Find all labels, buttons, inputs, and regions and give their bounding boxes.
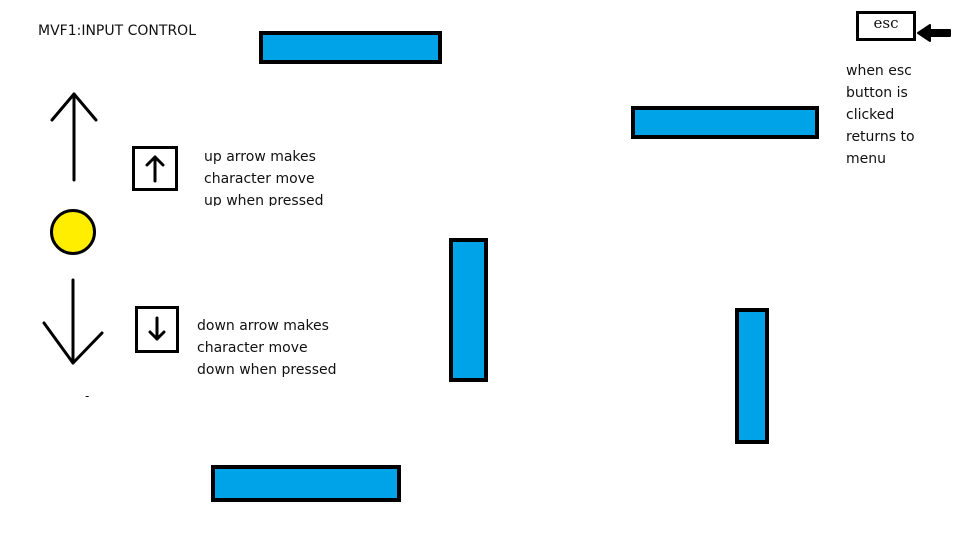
down-description-line: down arrow makes: [197, 318, 329, 334]
esc-description-line: when esc: [846, 63, 912, 79]
platform-upper-right: [631, 106, 819, 139]
arrow-down-icon: [148, 316, 166, 341]
move-up-arrow-icon: [50, 92, 98, 182]
esc-description-line: clicked: [846, 107, 895, 123]
down-arrow-description: down arrow makes character move down whe…: [197, 315, 337, 381]
up-description-line: up arrow makes: [204, 149, 316, 165]
pointer-arrow-icon: [917, 24, 951, 42]
platform-vertical-right: [735, 308, 769, 444]
move-down-arrow-icon: [42, 278, 104, 365]
esc-button[interactable]: esc: [856, 11, 916, 41]
up-arrow-description: up arrow makes character move up when pr…: [204, 146, 324, 206]
down-arrow-key[interactable]: [135, 306, 179, 353]
arrow-up-icon: [145, 155, 165, 183]
esc-description-line: menu: [846, 151, 886, 167]
page-title: MVF1:INPUT CONTROL: [38, 23, 196, 39]
stray-mark: -: [85, 389, 90, 403]
platform-bottom: [211, 465, 401, 502]
esc-description-line: button is: [846, 85, 908, 101]
platform-vertical-middle: [449, 238, 488, 382]
up-description-line: up when pressed: [204, 193, 324, 206]
up-description-line: character move: [204, 171, 315, 187]
up-arrow-key[interactable]: [132, 146, 178, 191]
platform-top: [259, 31, 442, 64]
esc-description-line: returns to: [846, 129, 915, 145]
down-description-line: down when pressed: [197, 362, 337, 378]
esc-description: when esc button is clicked returns to me…: [846, 60, 915, 170]
down-description-line: character move: [197, 340, 308, 356]
player-character: [50, 209, 96, 255]
